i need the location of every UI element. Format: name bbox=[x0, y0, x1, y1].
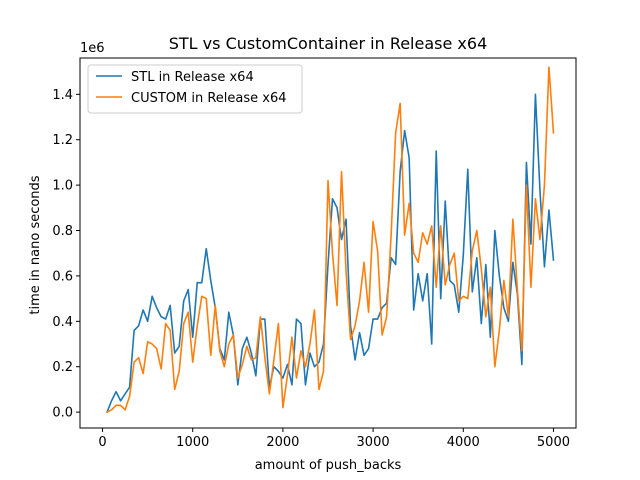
y-tick-label: 1.0 bbox=[52, 179, 73, 194]
x-tick-label: 1000 bbox=[176, 435, 209, 450]
y-axis-label: time in nano seconds bbox=[28, 175, 43, 314]
x-tick-label: 5000 bbox=[537, 435, 570, 450]
x-tick-label: 2000 bbox=[266, 435, 299, 450]
legend-label-custom: CUSTOM in Release x64 bbox=[131, 91, 287, 106]
x-tick-label: 0 bbox=[98, 435, 106, 450]
x-axis-label: amount of push_backs bbox=[255, 458, 402, 473]
plot-area bbox=[105, 66, 555, 414]
legend-frame bbox=[87, 64, 303, 114]
y-tick-label: 0.0 bbox=[52, 406, 73, 421]
x-tick-label: 4000 bbox=[447, 435, 480, 450]
series-line-custom bbox=[105, 66, 555, 414]
y-tick-label: 1.2 bbox=[52, 133, 73, 148]
y-offset-label: 1e6 bbox=[80, 41, 105, 56]
y-tick-label: 0.8 bbox=[52, 224, 73, 239]
plot-frame bbox=[79, 57, 577, 429]
y-tick-label: 0.6 bbox=[52, 269, 73, 284]
y-tick-label: 0.4 bbox=[52, 315, 73, 330]
x-tick-label: 3000 bbox=[357, 435, 390, 450]
series-line-stl bbox=[106, 93, 555, 414]
legend-label-stl: STL in Release x64 bbox=[131, 70, 254, 85]
legend: STL in Release x64 CUSTOM in Release x64 bbox=[87, 64, 303, 114]
y-tick-label: 1.4 bbox=[52, 88, 73, 103]
y-tick-label: 0.2 bbox=[52, 360, 73, 375]
chart-title: STL vs CustomContainer in Release x64 bbox=[169, 34, 488, 53]
